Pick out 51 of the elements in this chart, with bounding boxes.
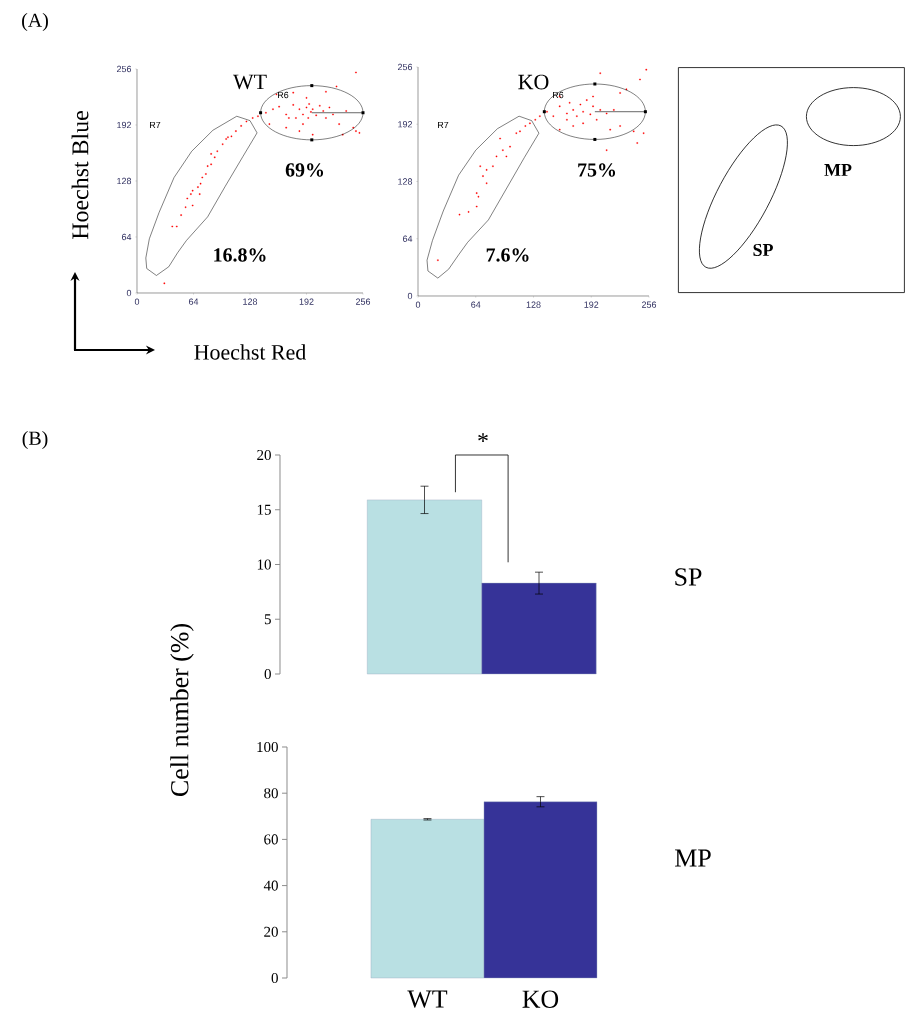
y-tick-label: 128 [117, 177, 132, 185]
annotation: R7 [149, 121, 161, 129]
chart-title: KO [518, 74, 549, 90]
annotation: 69% [285, 163, 324, 177]
y-tick-label: 5 [264, 614, 271, 625]
y-tick-label: 20 [257, 449, 271, 461]
x-tick-label: 0 [415, 301, 421, 308]
y-tick-label: 40 [263, 880, 278, 891]
x-tick-label: 64 [471, 301, 481, 308]
y-tick-label: 256 [397, 63, 413, 71]
y-tick-label: 0 [271, 972, 278, 984]
annotation: R7 [438, 121, 449, 129]
text: (A) [22, 12, 48, 32]
annotation: 7.6% [486, 248, 529, 262]
annotation: 16.8% [214, 248, 266, 262]
y-tick-label: 192 [117, 121, 132, 129]
text: (B) [22, 430, 48, 450]
y-tick-label: 256 [116, 65, 132, 73]
annotation: R6 [553, 91, 564, 99]
y-tick-label: 64 [402, 235, 413, 242]
y-tick-label: 20 [264, 926, 278, 937]
y-tick-label: 10 [257, 559, 271, 570]
y-tick-label: 0 [264, 668, 271, 680]
y-tick-label: 100 [257, 741, 278, 753]
x-tick-label: 0 [134, 298, 140, 305]
y-tick-label: 15 [257, 504, 271, 515]
text: SP [753, 243, 773, 257]
x-tick-label: 256 [641, 301, 657, 308]
x-tick-label: 128 [243, 298, 258, 305]
x-tick-label: 256 [355, 298, 371, 305]
y-tick-label: 128 [398, 178, 413, 185]
x-tick-label: 192 [584, 301, 599, 308]
y-tick-label: 0 [407, 292, 413, 300]
x-tick-label: 128 [526, 301, 541, 308]
x-axis-title: Hoechst Red [194, 344, 307, 360]
y-tick-label: 64 [121, 233, 132, 241]
x-tick-label: 64 [188, 298, 199, 305]
annotation: 75% [578, 163, 616, 177]
y-axis-title: Cell number (%) [170, 624, 194, 796]
chart-title: WT [232, 74, 267, 90]
y-tick-label: 80 [264, 788, 278, 799]
text: * [478, 433, 488, 442]
y-tick-label: 192 [398, 121, 413, 128]
y-tick-label: 0 [126, 289, 132, 297]
text: MP [824, 164, 852, 176]
text: SP [675, 568, 702, 586]
y-axis-title: Hoechst Blue [71, 111, 89, 240]
annotation: R6 [278, 91, 289, 99]
y-tick-label: 60 [264, 834, 278, 845]
text: MP [675, 849, 711, 867]
x-tick-label: 192 [299, 298, 314, 305]
